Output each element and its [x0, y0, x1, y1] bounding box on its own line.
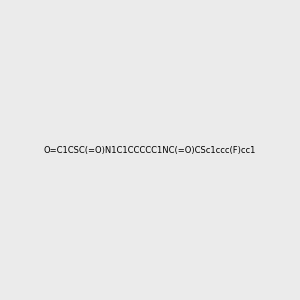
Text: O=C1CSC(=O)N1C1CCCCC1NC(=O)CSc1ccc(F)cc1: O=C1CSC(=O)N1C1CCCCC1NC(=O)CSc1ccc(F)cc1	[44, 146, 256, 154]
